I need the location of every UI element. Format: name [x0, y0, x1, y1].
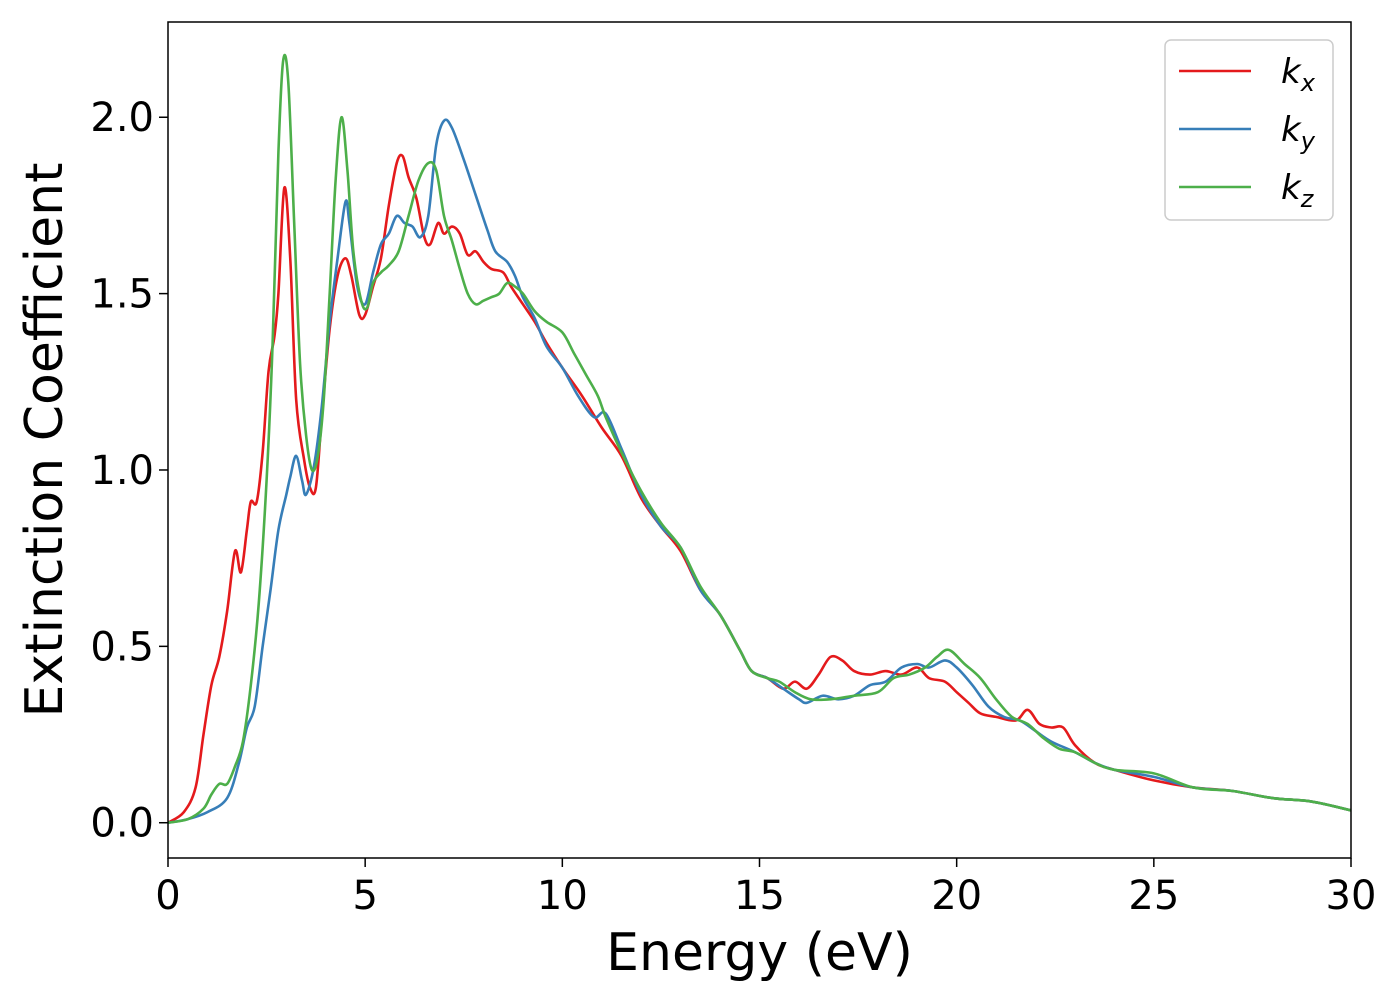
x-tick-label: 5: [352, 873, 377, 919]
legend-label-ky: ky: [1281, 110, 1316, 155]
x-axis-label: Energy (eV): [606, 923, 913, 983]
series-line-ky: [168, 118, 1351, 825]
y-tick-label: 2.0: [90, 95, 154, 141]
series-layer: [168, 53, 1351, 825]
x-tick-label: 20: [931, 873, 982, 919]
y-axis-label: Extinction Coefficient: [15, 163, 75, 718]
y-tick-label: 0.0: [90, 801, 154, 847]
x-tick-label: 0: [155, 873, 180, 919]
x-axis-ticks: 0 5 10 15 20 25 30: [155, 858, 1376, 919]
x-tick-label: 25: [1128, 873, 1179, 919]
x-tick-label: 30: [1326, 873, 1377, 919]
y-axis-ticks: 0.0 0.5 1.0 1.5 2.0: [90, 95, 168, 847]
series-line-kz: [168, 53, 1351, 825]
x-tick-label: 10: [537, 873, 588, 919]
y-tick-label: 0.5: [90, 624, 154, 670]
y-tick-label: 1.0: [90, 448, 154, 494]
y-tick-label: 1.5: [90, 272, 154, 318]
series-line-kx: [168, 153, 1351, 824]
legend-label-kx: kx: [1281, 52, 1316, 97]
x-tick-label: 15: [734, 873, 785, 919]
